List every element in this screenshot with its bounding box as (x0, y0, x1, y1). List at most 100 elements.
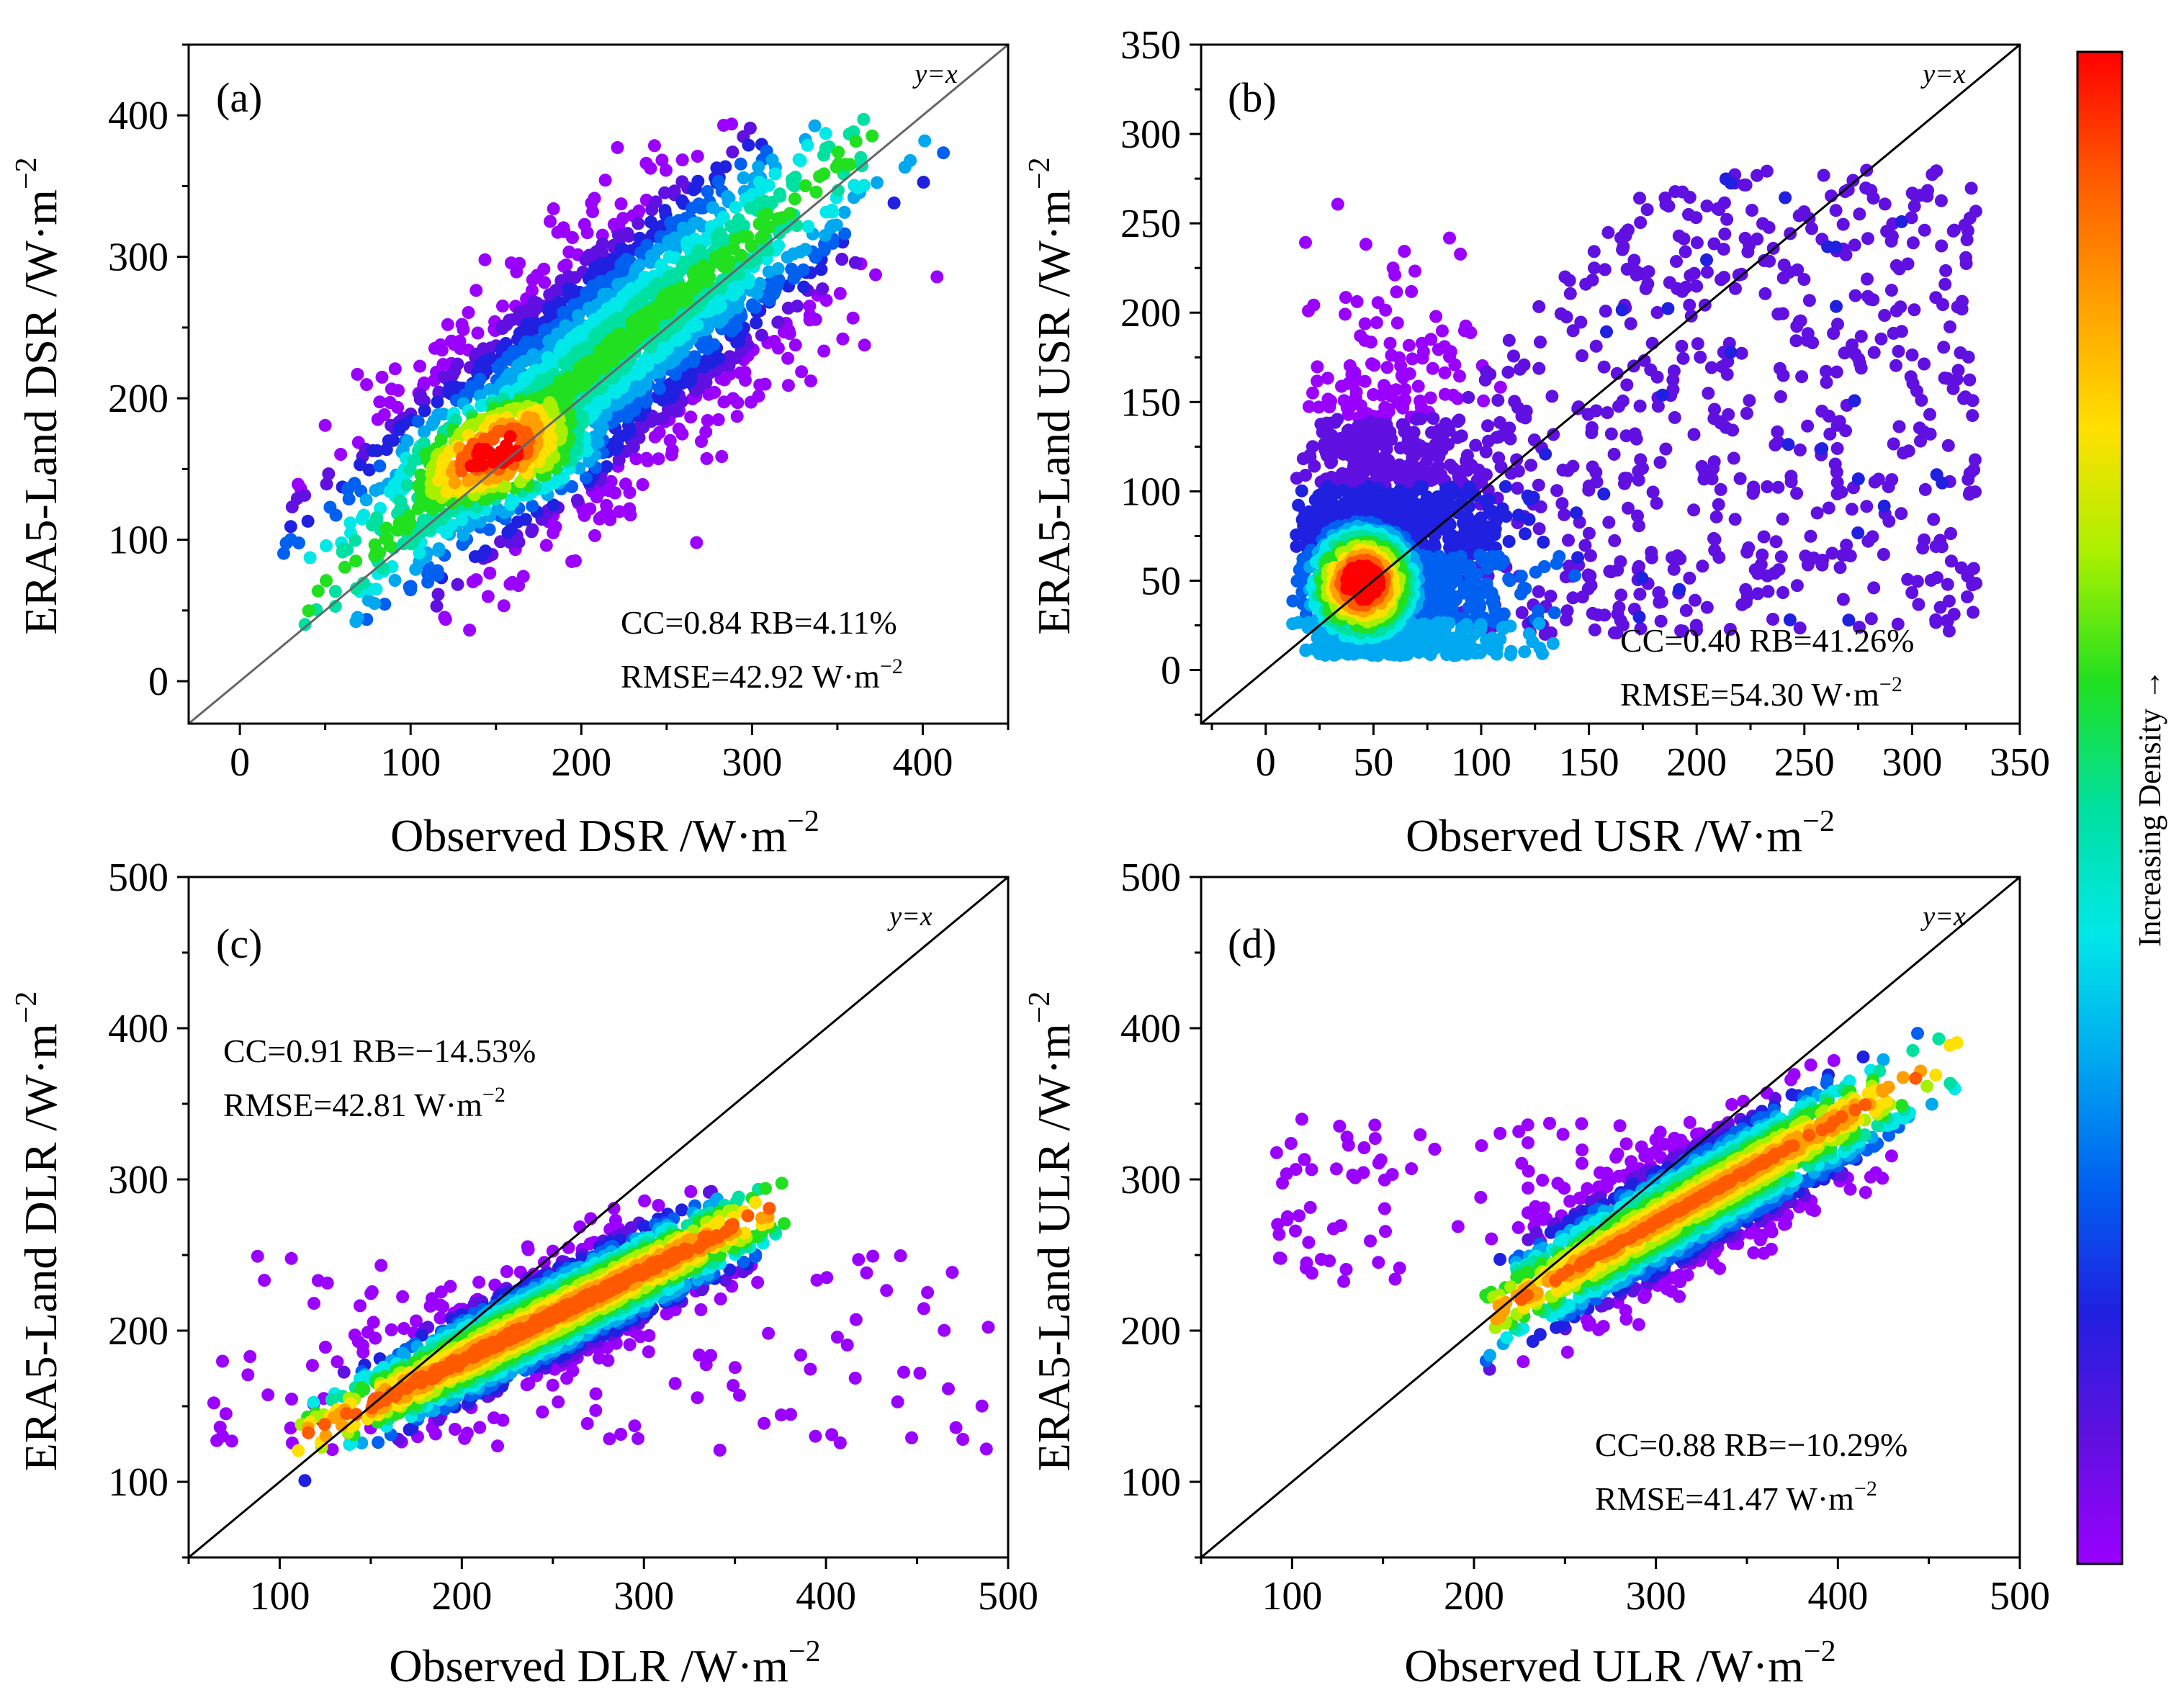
scatter-point (1690, 624, 1703, 637)
scatter-point (659, 163, 673, 177)
scatter-point (1354, 329, 1367, 343)
scatter-point (1375, 388, 1388, 402)
scatter-point (1295, 484, 1308, 498)
scatter-point (1655, 595, 1668, 608)
scatter-point (1408, 264, 1421, 278)
scatter-point (1383, 336, 1397, 350)
scatter-point (1758, 287, 1772, 300)
scatter-point (1503, 574, 1516, 588)
scatter-point (1537, 535, 1550, 549)
scatter-point (1912, 598, 1925, 611)
scatter-point (1587, 245, 1601, 258)
scatter-point (1690, 236, 1704, 250)
scatter-point (1350, 294, 1364, 308)
scatter-point (1918, 357, 1931, 371)
panel-b-plot-area: 0 50 100 150 200 250 300 3500501001502002503003… (1120, 23, 2050, 785)
scatter-point (1308, 459, 1321, 473)
scatter-point (1650, 496, 1663, 510)
scatter-point (1905, 348, 1919, 361)
scatter-point (1659, 442, 1673, 456)
scatter-point (411, 415, 425, 428)
scatter-point (1645, 336, 1659, 350)
scatter-point (1761, 480, 1774, 493)
scatter-point (1522, 513, 1536, 526)
scatter-point (603, 513, 617, 526)
scatter-point (379, 521, 393, 535)
scatter-point (1655, 388, 1669, 402)
scatter-point (441, 318, 454, 331)
scatter-point (711, 175, 725, 188)
scatter-point (837, 205, 851, 219)
scatter-point (428, 374, 441, 387)
scatter-point (750, 316, 763, 330)
scatter-point (781, 251, 794, 264)
scatter-point (1729, 282, 1742, 295)
scatter-point (917, 176, 930, 189)
scatter-point (1425, 426, 1438, 439)
scatter-point (482, 445, 495, 459)
scatter-point (388, 574, 402, 587)
scatter-point (858, 338, 871, 352)
scatter-point (428, 341, 441, 355)
scatter-point (1583, 549, 1597, 562)
scatter-point (1502, 333, 1516, 347)
scatter-point (586, 205, 599, 218)
scatter-point (451, 577, 464, 591)
scatter-point (439, 613, 452, 626)
scatter-point (1954, 561, 1968, 575)
scatter-point (588, 529, 601, 542)
scatter-point (1646, 485, 1660, 499)
scatter-point (1833, 415, 1846, 428)
scatter-point (1751, 587, 1765, 601)
scatter-point (604, 475, 618, 488)
scatter-point (725, 117, 738, 131)
scatter-point (1558, 270, 1572, 284)
scatter-point (1492, 451, 1506, 464)
scatter-point (1406, 352, 1419, 366)
scatter-point (391, 400, 405, 414)
scatter-point (1403, 367, 1416, 381)
scatter-point (1477, 394, 1491, 408)
scatter-point (1607, 626, 1621, 639)
scatter-point (552, 473, 565, 487)
scatter-point (756, 229, 770, 243)
scatter-point (715, 450, 729, 463)
scatter-point (1683, 191, 1697, 204)
scatter-point (1769, 439, 1782, 451)
scatter-point (1286, 617, 1300, 631)
scatter-point (758, 377, 772, 391)
scatter-point (1667, 364, 1681, 378)
scatter-point (1532, 522, 1546, 536)
scatter-point (835, 253, 849, 266)
scatter-point (1365, 357, 1378, 371)
scatter-point (833, 287, 847, 300)
scatter-point (1742, 541, 1756, 554)
scatter-point (1683, 298, 1697, 312)
scatter-point (1853, 621, 1866, 634)
scatter-point (785, 262, 799, 276)
panel-a-y-tick-label: 200 (108, 377, 168, 421)
scatter-point (1396, 401, 1410, 415)
scatter-point (1562, 534, 1575, 547)
scatter-point (1700, 265, 1714, 279)
scatter-point (1331, 197, 1344, 211)
scatter-point (486, 432, 500, 446)
scatter-point (1563, 559, 1576, 573)
scatter-point (284, 520, 297, 534)
panel-a-x-tick-label: 0 (230, 740, 250, 785)
scatter-point (355, 512, 369, 526)
scatter-point (1424, 648, 1437, 661)
scatter-point (359, 493, 373, 507)
scatter-point (1887, 437, 1900, 451)
scatter-point (565, 554, 579, 568)
scatter-point (1907, 303, 1921, 317)
scatter-point (1966, 409, 1979, 423)
scatter-point (1673, 583, 1686, 596)
scatter-point (1435, 324, 1449, 338)
scatter-point (1696, 559, 1709, 573)
scatter-point (430, 599, 444, 613)
scatter-point (1462, 601, 1475, 614)
scatter-point (1532, 361, 1546, 375)
scatter-point (375, 370, 389, 384)
